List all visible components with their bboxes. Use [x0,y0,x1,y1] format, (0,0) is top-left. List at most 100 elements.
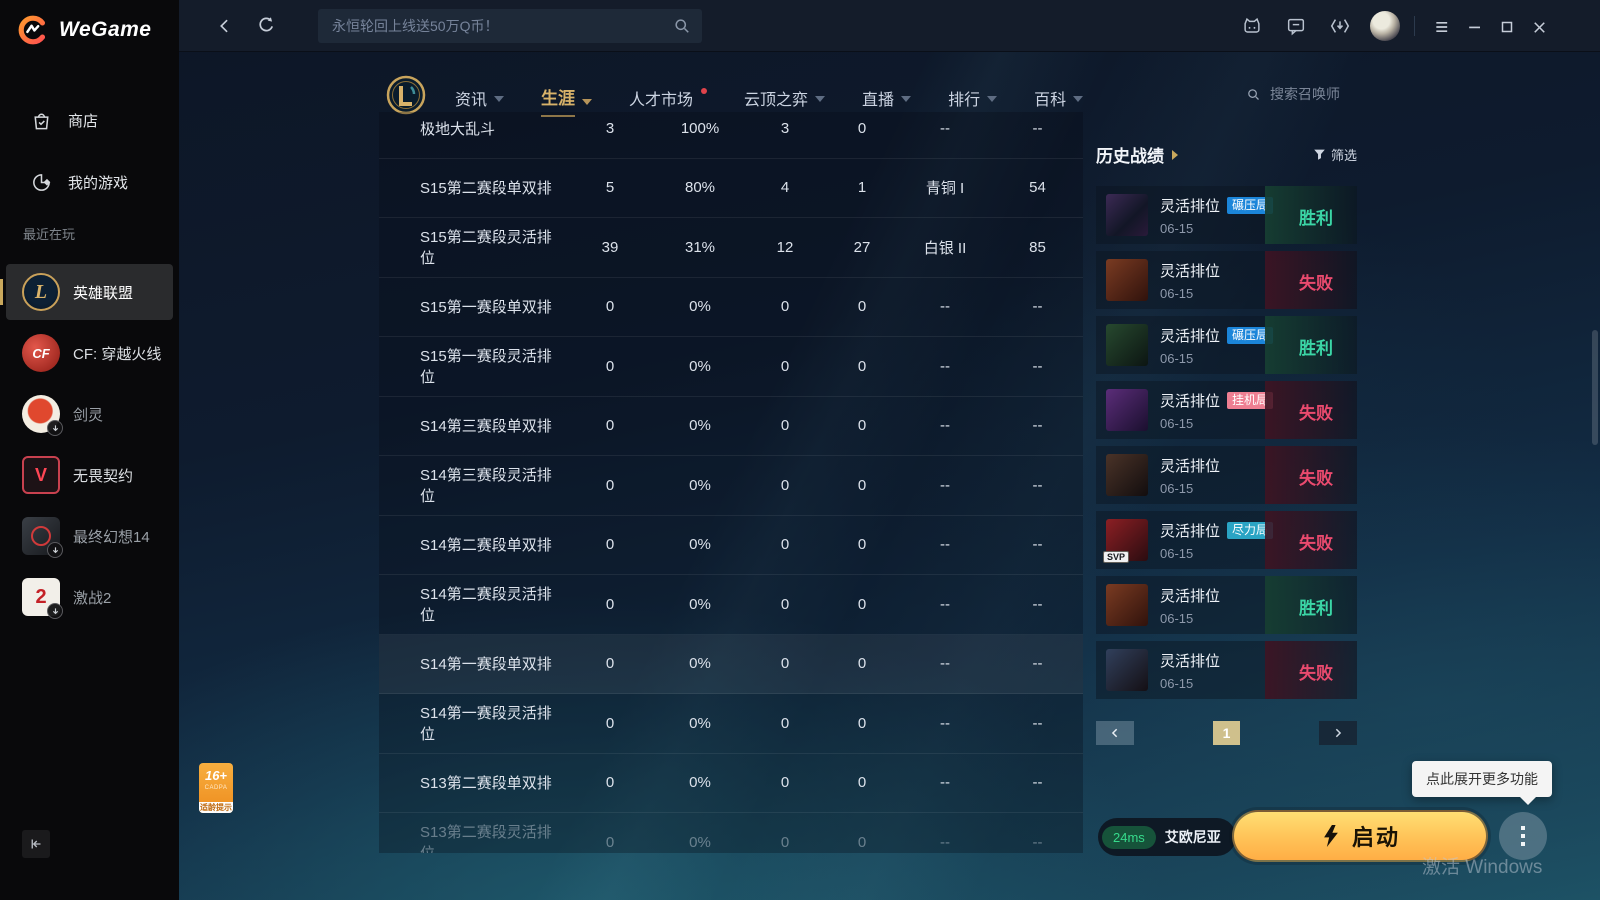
scrollbar-thumb[interactable] [1592,330,1598,445]
table-row[interactable]: S14第三赛段灵活排位 0 0% 0 0 -- -- [379,456,1083,516]
cell-points: -- [1032,774,1043,792]
cell-games: 0 [605,476,615,494]
result-block [1265,316,1357,374]
champion-avatar [1106,454,1148,496]
chevron-right-icon [1335,728,1342,738]
summoner-search-input[interactable]: 搜索召唤师 [1246,84,1340,104]
tab-news[interactable]: 资讯 [455,82,505,110]
table-row[interactable]: S15第一赛段单双排 0 0% 0 0 -- -- [379,278,1083,337]
tab-ranking[interactable]: 排行 [948,82,998,110]
match-item[interactable]: 灵活排位 06-15 失败 [1096,251,1357,309]
server-ping-selector[interactable]: 24ms 艾欧尼亚 [1098,818,1236,856]
pagination-prev-button[interactable] [1096,721,1134,745]
downloads-button[interactable] [1329,15,1351,37]
cell-points: -- [1032,595,1043,613]
launch-game-button[interactable]: 启动 [1232,810,1488,862]
age-rating-badge[interactable]: 16+ CADPA 适龄提示 [199,763,233,813]
cell-points: -- [1032,357,1043,375]
more-functions-button[interactable] [1499,812,1547,860]
store-label: 商店 [68,112,99,130]
back-button[interactable] [214,15,236,37]
match-badge: 挂机局 [1227,392,1274,409]
refresh-button[interactable] [255,14,277,36]
tab-wiki[interactable]: 百科 [1034,82,1084,110]
sidebar-game-blade-and-soul[interactable]: 剑灵 [0,386,179,442]
match-item[interactable]: 灵活排位 06-15 胜利 [1096,576,1357,634]
table-row[interactable]: S15第二赛段单双排 5 80% 4 1 青铜 I 54 [379,159,1083,218]
user-avatar[interactable] [1370,11,1400,41]
match-item[interactable]: 灵活排位 挂机局 06-15 失败 [1096,381,1357,439]
sidebar-game-ffxiv[interactable]: 最终幻想14 [0,508,179,564]
table-row[interactable]: S13第二赛段灵活排位 0 0% 0 0 -- -- [379,813,1083,853]
table-row[interactable]: S14第一赛段灵活排位 0 0% 0 0 -- -- [379,694,1083,754]
match-badge: 尽力局 [1227,522,1274,539]
notification-dot [701,88,708,94]
match-result: 失败 [1299,274,1333,293]
match-result: 失败 [1299,534,1333,553]
sidebar-game-league-of-legends[interactable]: L 英雄联盟 [6,264,173,320]
table-row[interactable]: S14第二赛段单双排 0 0% 0 0 -- -- [379,516,1083,575]
cell-rank: 青铜 I [925,180,965,198]
svp-tag: SVP [1103,551,1130,563]
table-row[interactable]: S13第二赛段单双排 0 0% 0 0 -- -- [379,754,1083,813]
store-bag-icon [34,113,49,129]
match-item[interactable]: SVP 灵活排位 尽力局 06-15 失败 [1096,511,1357,569]
game-helper-button[interactable] [1241,15,1263,37]
cf-game-icon: CF [22,334,60,372]
sidebar-game-crossfire[interactable]: CF CF: 穿越火线 [0,325,179,381]
match-date: 06-15 [1160,221,1194,236]
pagination-next-button[interactable] [1319,721,1357,745]
champion-avatar [1106,194,1148,236]
match-item[interactable]: 灵活排位 06-15 失败 [1096,446,1357,504]
cell-queue-name: S14第二赛段灵活排位 [420,586,552,625]
cell-points: -- [1032,298,1043,316]
sidebar-collapse-button[interactable] [22,830,50,858]
table-row[interactable]: S15第一赛段灵活排位 0 0% 0 0 -- -- [379,337,1083,397]
cell-losses: 0 [857,774,867,792]
cell-queue-name: S15第二赛段灵活排位 [420,229,552,268]
match-item[interactable]: 灵活排位 碾压局 06-15 胜利 [1096,186,1357,244]
cell-winrate: 0% [689,714,711,732]
sidebar-item-store[interactable]: 商店 [0,100,179,140]
wegame-logo[interactable]: WeGame [16,13,152,47]
main-menu-button[interactable] [1432,16,1454,38]
table-row[interactable]: S14第三赛段单双排 0 0% 0 0 -- -- [379,397,1083,456]
bns-game-icon [22,395,63,436]
cell-games: 0 [605,417,615,435]
champion-avatar [1106,649,1148,691]
search-icon[interactable] [672,16,692,36]
sidebar: WeGame 商店 我的游戏 最近在玩 L 英雄联盟 CF CF: 穿越火线 剑… [0,0,179,900]
sidebar-item-my-games[interactable]: 我的游戏 [0,162,179,202]
pagination-current-page[interactable]: 1 [1213,721,1240,745]
tab-career[interactable]: 生涯 [541,82,593,117]
match-history-title[interactable]: 历史战绩 [1096,142,1178,167]
tab-live[interactable]: 直播 [862,82,912,110]
filter-button[interactable]: 筛选 [1313,145,1357,164]
cell-games: 0 [605,298,615,316]
cell-points: 54 [1029,179,1046,197]
tab-tft[interactable]: 云顶之弈 [744,82,826,110]
season-stats-table: 极地大乱斗 3 100% 3 0 -- -- S15第二赛段单双排 5 80% 4 1 青铜 I 54 … [379,112,1083,853]
sidebar-game-valorant[interactable]: V 无畏契约 [0,447,179,503]
table-row-highlighted[interactable]: S14第一赛段单双排 0 0% 0 0 -- -- [379,634,1083,694]
age-rating-number: 16+ [204,768,228,783]
cell-queue-name: S15第一赛段灵活排位 [420,348,552,387]
queue-label: 灵活排位 [1160,458,1221,475]
lol-emblem-icon[interactable] [383,69,429,121]
close-button[interactable] [1528,16,1550,38]
cell-winrate: 0% [689,417,711,435]
result-block [1265,511,1357,569]
maximize-button[interactable] [1496,16,1518,38]
table-row[interactable]: S14第二赛段灵活排位 0 0% 0 0 -- -- [379,575,1083,635]
table-row[interactable]: 极地大乱斗 3 100% 3 0 -- -- [379,112,1083,159]
global-search-input[interactable] [318,9,702,43]
minimize-button[interactable] [1464,16,1486,38]
valorant-game-icon: V [22,456,60,494]
match-item[interactable]: 灵活排位 碾压局 06-15 胜利 [1096,316,1357,374]
sidebar-game-guild-wars-2[interactable]: 2 激战2 [0,569,179,625]
champion-avatar [1106,259,1148,301]
tab-talent-market[interactable]: 人才市场 [629,82,708,110]
table-row[interactable]: S15第二赛段灵活排位 39 31% 12 27 白银 II 85 [379,218,1083,278]
messages-button[interactable] [1285,15,1307,37]
match-item[interactable]: 灵活排位 06-15 失败 [1096,641,1357,699]
